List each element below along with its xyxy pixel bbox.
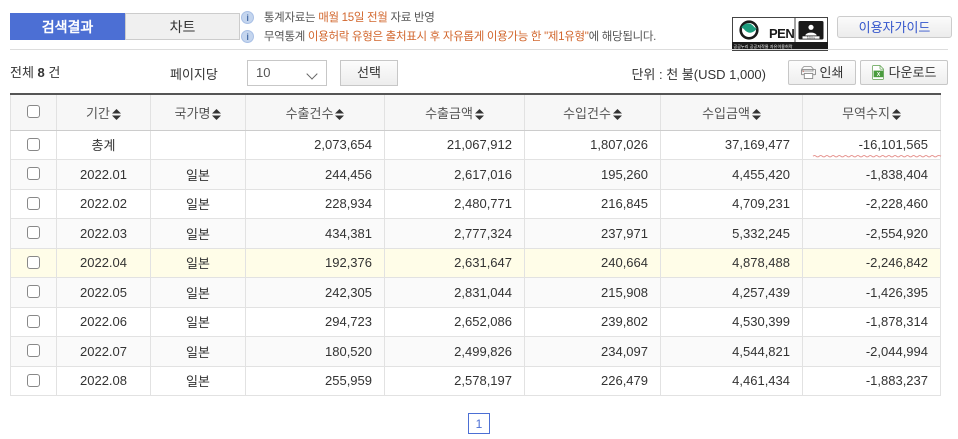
svg-text:PEN: PEN: [769, 26, 794, 41]
